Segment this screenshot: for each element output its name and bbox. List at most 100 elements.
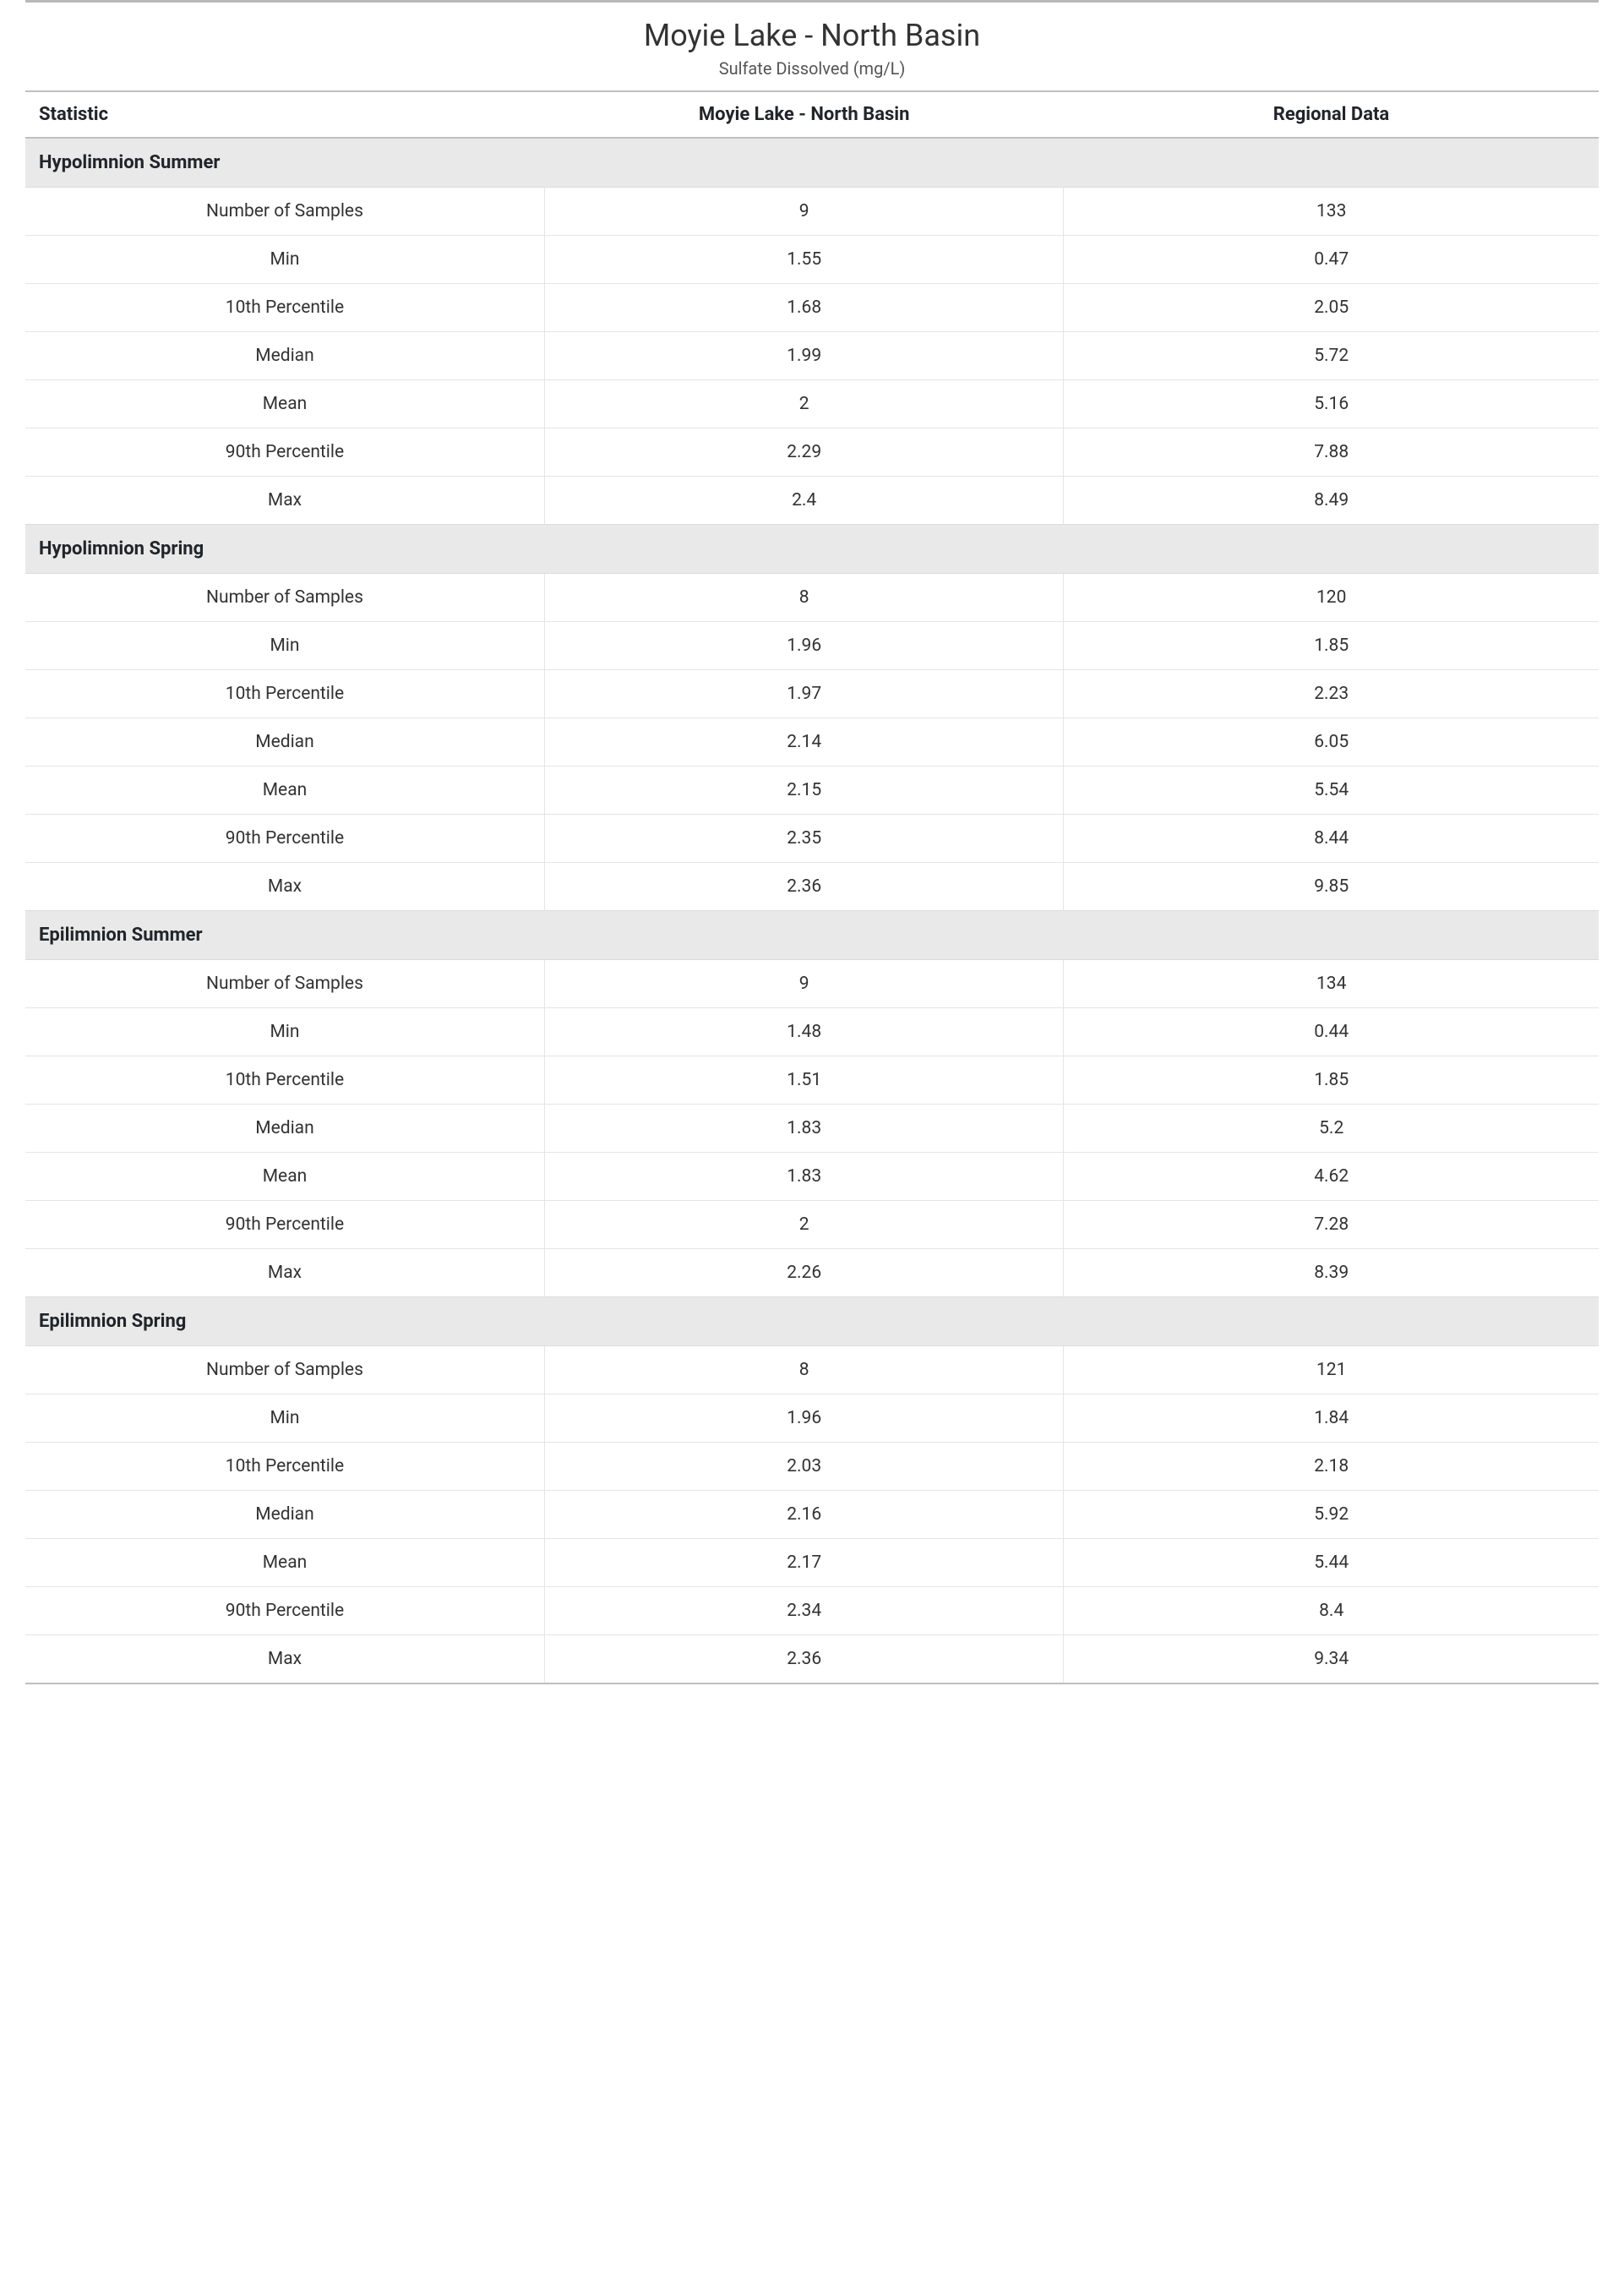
table-row: Max2.48.49 [25, 477, 1599, 525]
site-value: 9 [544, 960, 1063, 1008]
table-row: Median2.165.92 [25, 1491, 1599, 1539]
table-row: Max2.369.85 [25, 863, 1599, 911]
table-row: Min1.961.85 [25, 622, 1599, 670]
table-row: Mean1.834.62 [25, 1153, 1599, 1201]
regional-value: 1.85 [1064, 622, 1599, 670]
regional-value: 9.85 [1064, 863, 1599, 911]
stat-name: Min [25, 236, 544, 284]
site-value: 2 [544, 1201, 1063, 1249]
top-rule [25, 0, 1599, 3]
stat-name: Number of Samples [25, 574, 544, 622]
regional-value: 0.47 [1064, 236, 1599, 284]
table-row: Max2.369.34 [25, 1635, 1599, 1684]
stat-name: 90th Percentile [25, 815, 544, 863]
section-title: Hypolimnion Spring [25, 525, 1599, 574]
table-row: 10th Percentile1.511.85 [25, 1056, 1599, 1105]
stat-name: Mean [25, 767, 544, 815]
site-value: 1.97 [544, 670, 1063, 718]
section-header: Epilimnion Spring [25, 1297, 1599, 1346]
table-body: Hypolimnion SummerNumber of Samples9133M… [25, 138, 1599, 1683]
table-row: 90th Percentile2.348.4 [25, 1587, 1599, 1635]
stat-name: Median [25, 1491, 544, 1539]
regional-value: 2.23 [1064, 670, 1599, 718]
stat-name: 10th Percentile [25, 1443, 544, 1491]
section-header: Hypolimnion Summer [25, 138, 1599, 188]
table-row: 10th Percentile1.972.23 [25, 670, 1599, 718]
table-row: 90th Percentile2.358.44 [25, 815, 1599, 863]
table-row: Number of Samples8121 [25, 1346, 1599, 1394]
site-value: 1.99 [544, 332, 1063, 380]
regional-value: 5.72 [1064, 332, 1599, 380]
site-value: 1.68 [544, 284, 1063, 332]
table-row: Median1.835.2 [25, 1105, 1599, 1153]
site-value: 2.29 [544, 428, 1063, 477]
site-value: 8 [544, 1346, 1063, 1394]
table-row: Number of Samples8120 [25, 574, 1599, 622]
regional-value: 2.05 [1064, 284, 1599, 332]
stat-name: Max [25, 477, 544, 525]
site-value: 1.96 [544, 1394, 1063, 1443]
regional-value: 7.88 [1064, 428, 1599, 477]
regional-value: 8.4 [1064, 1587, 1599, 1635]
table-row: 90th Percentile2.297.88 [25, 428, 1599, 477]
table-row: Min1.480.44 [25, 1008, 1599, 1056]
regional-value: 4.62 [1064, 1153, 1599, 1201]
page-title: Moyie Lake - North Basin [25, 18, 1599, 53]
regional-value: 2.18 [1064, 1443, 1599, 1491]
table-row: Median2.146.05 [25, 718, 1599, 767]
stat-name: Min [25, 1394, 544, 1443]
regional-value: 1.84 [1064, 1394, 1599, 1443]
table-row: 90th Percentile27.28 [25, 1201, 1599, 1249]
col-site: Moyie Lake - North Basin [544, 91, 1063, 138]
regional-value: 9.34 [1064, 1635, 1599, 1684]
regional-value: 5.16 [1064, 380, 1599, 428]
regional-value: 5.92 [1064, 1491, 1599, 1539]
stat-name: Median [25, 1105, 544, 1153]
regional-value: 5.2 [1064, 1105, 1599, 1153]
stat-name: Max [25, 1249, 544, 1297]
table-row: 10th Percentile2.032.18 [25, 1443, 1599, 1491]
header-row: Statistic Moyie Lake - North Basin Regio… [25, 91, 1599, 138]
stat-name: Mean [25, 1153, 544, 1201]
table-row: 10th Percentile1.682.05 [25, 284, 1599, 332]
site-value: 2 [544, 380, 1063, 428]
section-title: Epilimnion Spring [25, 1297, 1599, 1346]
stat-name: Max [25, 863, 544, 911]
site-value: 2.4 [544, 477, 1063, 525]
site-value: 1.48 [544, 1008, 1063, 1056]
site-value: 2.26 [544, 1249, 1063, 1297]
regional-value: 0.44 [1064, 1008, 1599, 1056]
site-value: 2.03 [544, 1443, 1063, 1491]
regional-value: 121 [1064, 1346, 1599, 1394]
table-row: Min1.550.47 [25, 236, 1599, 284]
stat-name: 10th Percentile [25, 670, 544, 718]
col-regional: Regional Data [1064, 91, 1599, 138]
stat-name: Mean [25, 1539, 544, 1587]
stat-name: 10th Percentile [25, 284, 544, 332]
site-value: 2.16 [544, 1491, 1063, 1539]
stat-name: Max [25, 1635, 544, 1684]
site-value: 2.15 [544, 767, 1063, 815]
stats-table: Statistic Moyie Lake - North Basin Regio… [25, 90, 1599, 1684]
site-value: 9 [544, 188, 1063, 236]
regional-value: 120 [1064, 574, 1599, 622]
stat-name: Number of Samples [25, 1346, 544, 1394]
table-row: Number of Samples9134 [25, 960, 1599, 1008]
stat-name: Number of Samples [25, 188, 544, 236]
regional-value: 5.54 [1064, 767, 1599, 815]
table-row: Max2.268.39 [25, 1249, 1599, 1297]
stat-name: Mean [25, 380, 544, 428]
table-row: Mean2.155.54 [25, 767, 1599, 815]
site-value: 2.36 [544, 1635, 1063, 1684]
site-value: 1.55 [544, 236, 1063, 284]
site-value: 1.51 [544, 1056, 1063, 1105]
stat-name: 90th Percentile [25, 1201, 544, 1249]
stat-name: Number of Samples [25, 960, 544, 1008]
site-value: 8 [544, 574, 1063, 622]
regional-value: 8.49 [1064, 477, 1599, 525]
stat-name: 90th Percentile [25, 1587, 544, 1635]
regional-value: 7.28 [1064, 1201, 1599, 1249]
table-row: Mean2.175.44 [25, 1539, 1599, 1587]
site-value: 1.83 [544, 1153, 1063, 1201]
section-title: Epilimnion Summer [25, 911, 1599, 960]
